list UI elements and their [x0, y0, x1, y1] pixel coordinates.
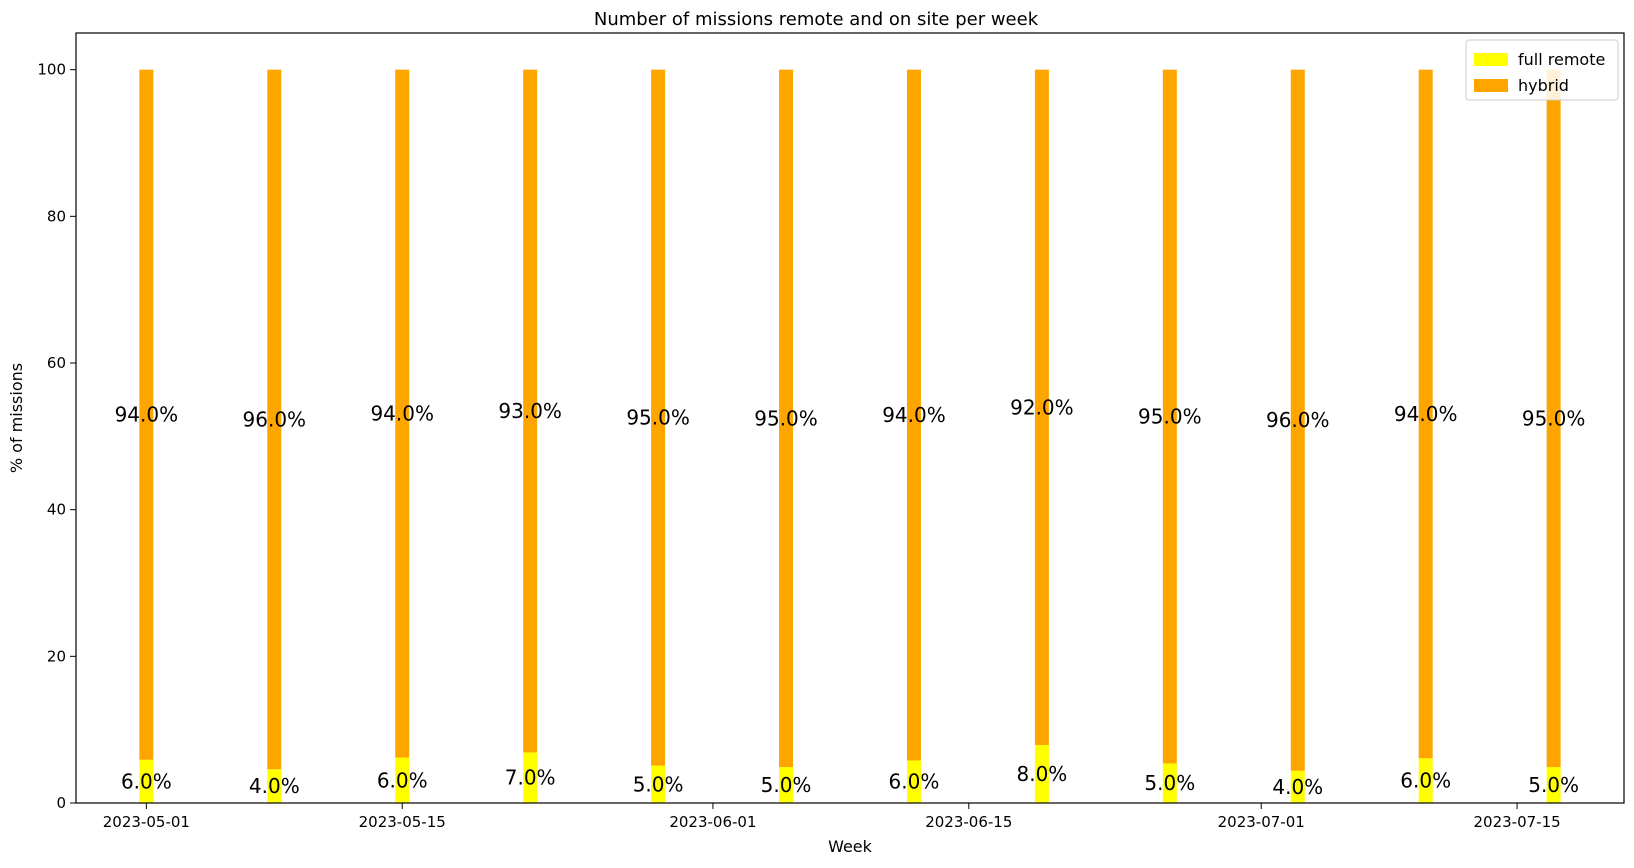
data-label-full-remote-2023-06-19: 8.0% — [1016, 762, 1067, 786]
y-tick-label: 0 — [56, 794, 66, 812]
bar-full-remote-2023-07-10 — [1418, 758, 1433, 803]
x-axis: 2023-05-01 2023-05-15 2023-06-01 2023-06-15… — [103, 803, 1561, 831]
bar-full-remote-2023-05-22 — [523, 752, 538, 803]
x-tick-label: 2023-07-15 — [1473, 813, 1560, 831]
bar-full-remote-2023-06-12 — [906, 760, 921, 803]
bar-labels-group: 6.0% 94.0% 4.0% 96.0% 6.0% 94.0% 7.0% 93.0% 5.0%… — [115, 395, 1586, 798]
bar-hybrid-2023-05-08 — [267, 69, 282, 770]
bar-hybrid-2023-06-05 — [779, 69, 794, 768]
data-label-hybrid-2023-06-26: 95.0% — [1138, 405, 1202, 429]
bar-full-remote-2023-05-08 — [267, 769, 282, 803]
bar-full-remote-2023-06-05 — [779, 767, 794, 803]
y-tick-label: 20 — [47, 647, 66, 665]
data-label-full-remote-2023-06-12: 6.0% — [889, 770, 940, 794]
data-label-hybrid-2023-05-29: 95.0% — [626, 406, 690, 430]
x-tick-label: 2023-07-01 — [1218, 813, 1305, 831]
data-label-full-remote-2023-05-08: 4.0% — [249, 774, 300, 798]
legend-label-full-remote: full remote — [1518, 50, 1605, 69]
x-tick-label: 2023-06-15 — [925, 813, 1012, 831]
bar-full-remote-2023-06-19 — [1034, 745, 1049, 803]
data-label-hybrid-2023-05-15: 94.0% — [370, 402, 434, 426]
x-tick-label: 2023-06-01 — [669, 813, 756, 831]
data-label-hybrid-2023-05-08: 96.0% — [243, 407, 307, 431]
bar-full-remote-2023-05-29 — [651, 765, 666, 803]
bar-full-remote-2023-07-03 — [1290, 770, 1305, 803]
y-axis-label: % of missions — [7, 363, 26, 473]
data-label-full-remote-2023-05-22: 7.0% — [505, 766, 556, 790]
data-label-hybrid-2023-06-05: 95.0% — [754, 406, 818, 430]
bar-hybrid-2023-05-29 — [651, 69, 666, 766]
data-label-hybrid-2023-06-12: 94.0% — [882, 403, 946, 427]
data-label-full-remote-2023-05-29: 5.0% — [633, 772, 684, 796]
data-label-full-remote-2023-06-05: 5.0% — [761, 773, 812, 797]
data-label-hybrid-2023-07-10: 94.0% — [1394, 402, 1458, 426]
y-tick-label: 100 — [37, 61, 66, 79]
data-label-hybrid-2023-07-17: 95.0% — [1522, 406, 1586, 430]
legend: full remote hybrid — [1465, 39, 1619, 101]
bar-hybrid-2023-07-10 — [1418, 69, 1433, 759]
data-label-full-remote-2023-05-01: 6.0% — [121, 769, 172, 793]
bar-hybrid-2023-05-01 — [139, 69, 154, 760]
y-axis: 0 20 40 60 80 100 — [37, 61, 76, 812]
x-tick-label: 2023-05-01 — [103, 813, 190, 831]
data-label-hybrid-2023-07-03: 96.0% — [1266, 408, 1330, 432]
bar-hybrid-2023-06-19 — [1034, 69, 1049, 746]
bar-hybrid-2023-07-17 — [1546, 69, 1561, 768]
y-tick-label: 80 — [47, 207, 66, 225]
bar-full-remote-2023-06-26 — [1162, 763, 1177, 803]
data-label-full-remote-2023-07-17: 5.0% — [1528, 773, 1579, 797]
legend-swatch-full-remote — [1474, 53, 1508, 66]
x-tick-label: 2023-05-15 — [359, 813, 446, 831]
chart-title: Number of missions remote and on site pe… — [594, 9, 1039, 30]
y-tick-label: 40 — [47, 501, 66, 519]
bar-full-remote-2023-07-17 — [1546, 767, 1561, 803]
data-label-full-remote-2023-07-10: 6.0% — [1400, 769, 1451, 793]
data-label-hybrid-2023-06-19: 92.0% — [1010, 395, 1074, 419]
data-label-full-remote-2023-05-15: 6.0% — [377, 768, 428, 792]
legend-swatch-hybrid — [1474, 79, 1508, 92]
bar-hybrid-2023-06-12 — [906, 69, 921, 761]
data-label-full-remote-2023-07-03: 4.0% — [1272, 775, 1323, 799]
bars-group — [139, 69, 1561, 803]
data-label-hybrid-2023-05-01: 94.0% — [115, 403, 179, 427]
legend-label-hybrid: hybrid — [1518, 76, 1569, 95]
y-tick-label: 60 — [47, 354, 66, 372]
bar-full-remote-2023-05-15 — [395, 757, 410, 803]
bar-hybrid-2023-05-15 — [395, 69, 410, 758]
data-label-full-remote-2023-06-26: 5.0% — [1144, 771, 1195, 795]
bar-hybrid-2023-06-26 — [1162, 69, 1177, 764]
x-axis-label: Week — [828, 837, 873, 856]
plot-frame — [75, 32, 1625, 804]
bar-full-remote-2023-05-01 — [139, 759, 154, 803]
data-label-hybrid-2023-05-22: 93.0% — [498, 399, 562, 423]
bar-hybrid-2023-07-03 — [1290, 69, 1305, 771]
bar-hybrid-2023-05-22 — [523, 69, 538, 753]
